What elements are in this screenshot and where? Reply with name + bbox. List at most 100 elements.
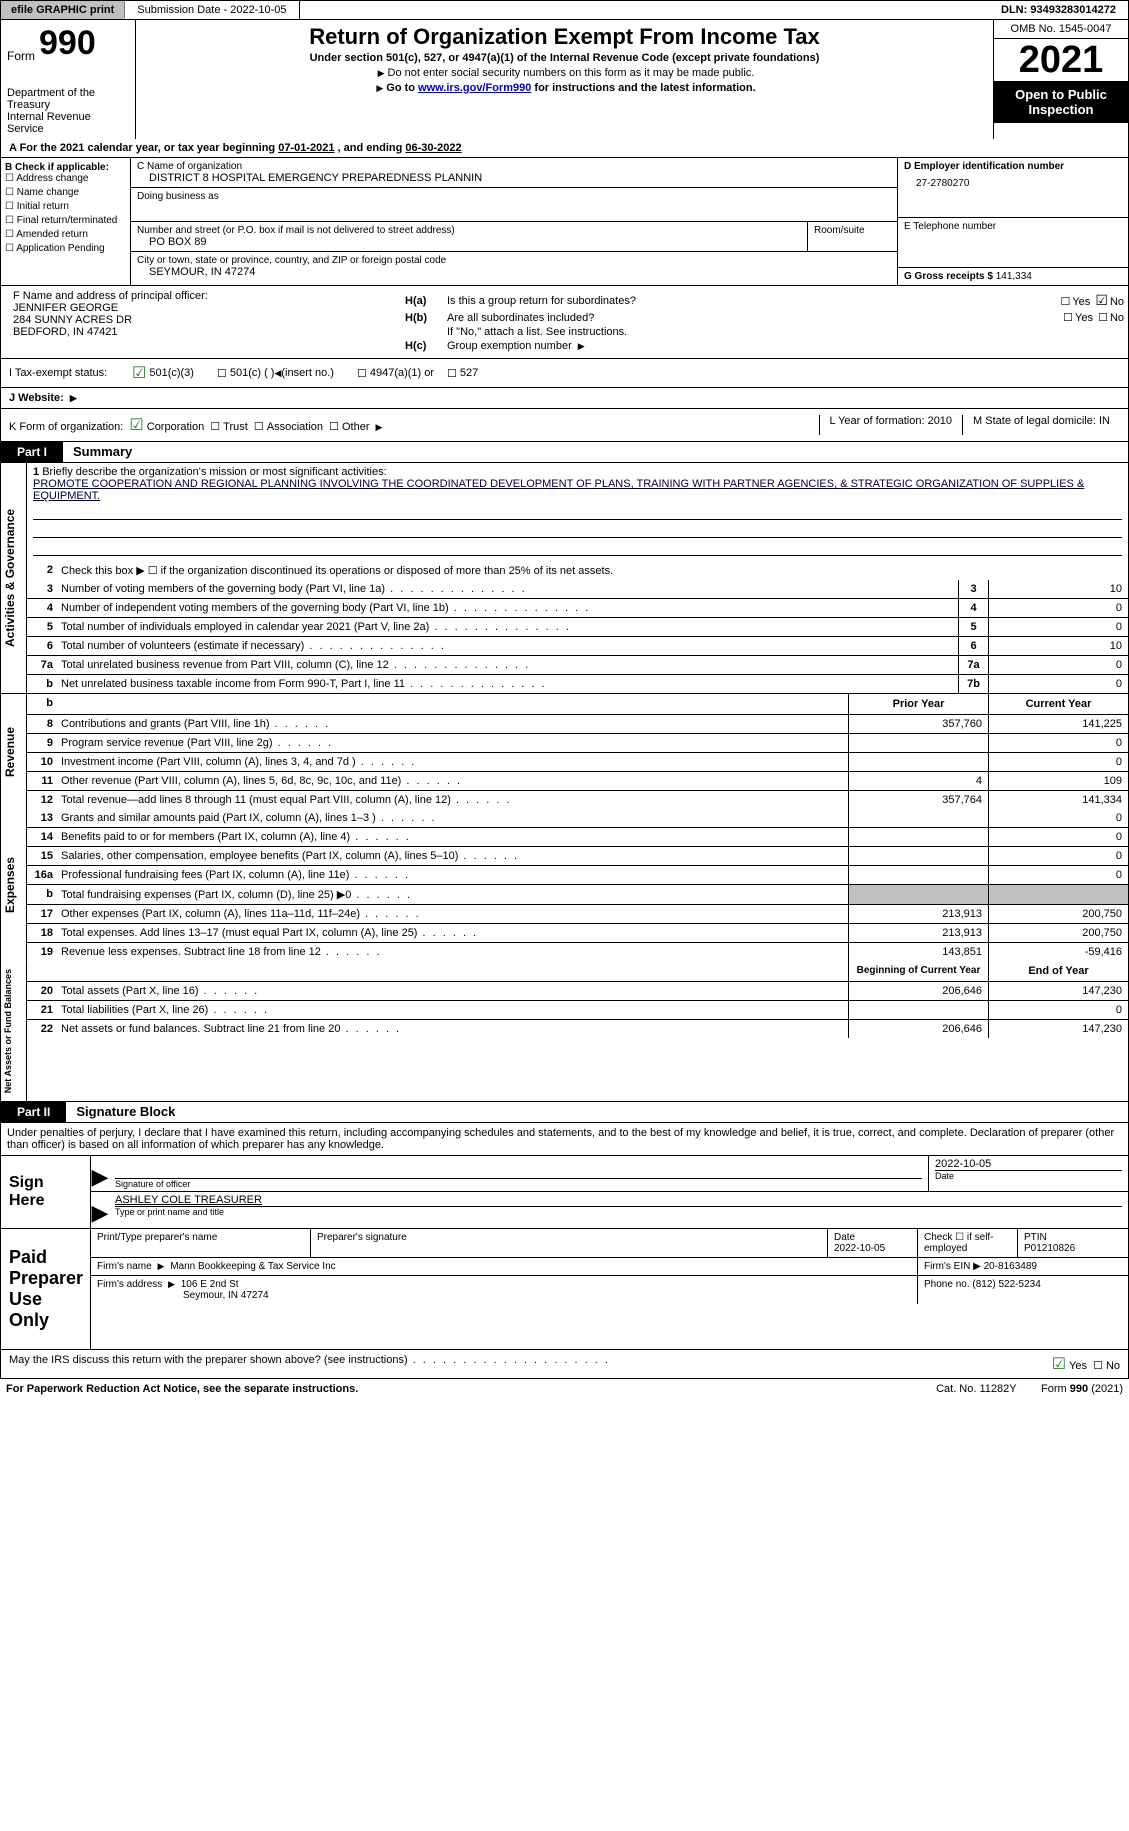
line-num: b: [27, 885, 57, 904]
line-desc: Program service revenue (Part VIII, line…: [57, 734, 848, 752]
cb-address[interactable]: Address change: [5, 173, 126, 184]
form-subtitle: Under section 501(c), 527, or 4947(a)(1)…: [140, 52, 989, 64]
discuss-no[interactable]: [1090, 1360, 1106, 1372]
l2-num: 2: [27, 561, 57, 580]
c-name-lbl: C Name of organization: [137, 161, 891, 172]
k-other[interactable]: [326, 421, 342, 433]
i-527[interactable]: [444, 367, 460, 380]
line-num: 16a: [27, 866, 57, 884]
line-num: 4: [27, 599, 57, 617]
cb-initial[interactable]: Initial return: [5, 201, 126, 212]
line-num: 11: [27, 772, 57, 790]
line-desc: Total revenue—add lines 8 through 11 (mu…: [57, 791, 848, 809]
line-cy: 0: [988, 734, 1128, 752]
cat-no: Cat. No. 11282Y: [936, 1383, 1017, 1395]
line-desc: Contributions and grants (Part VIII, lin…: [57, 715, 848, 733]
line-num: 7a: [27, 656, 57, 674]
m-state: M State of legal domicile: IN: [962, 415, 1120, 435]
line-box: 7b: [958, 675, 988, 693]
section-bcdeg: B Check if applicable: Address change Na…: [0, 158, 1129, 286]
irs-link[interactable]: www.irs.gov/Form990: [418, 82, 531, 94]
sig-arrow-icon: ▶: [91, 1192, 109, 1226]
hb-yes[interactable]: [1061, 312, 1075, 324]
l-year: L Year of formation: 2010: [819, 415, 963, 435]
i-4947[interactable]: [354, 367, 370, 380]
f-lbl: F Name and address of principal officer:: [13, 290, 397, 302]
officer-addr2: BEDFORD, IN 47421: [13, 326, 397, 338]
line-desc: Salaries, other compensation, employee b…: [57, 847, 848, 865]
line-py: 357,760: [848, 715, 988, 733]
ha-no[interactable]: [1093, 296, 1110, 308]
line-py: 213,913: [848, 905, 988, 923]
sig-name: ASHLEY COLE TREASURER: [115, 1194, 1122, 1206]
line-num: 14: [27, 828, 57, 846]
line-desc: Benefits paid to or for members (Part IX…: [57, 828, 848, 846]
tax-year: 2021: [994, 39, 1128, 81]
line-desc: Total number of volunteers (estimate if …: [57, 637, 958, 655]
cb-amended[interactable]: Amended return: [5, 229, 126, 240]
py-hdr: Prior Year: [848, 694, 988, 714]
line-cy: [988, 885, 1128, 904]
revenue-table: Revenue bPrior YearCurrent Year 8Contrib…: [0, 693, 1129, 809]
k-trust[interactable]: [207, 421, 223, 433]
addr: PO BOX 89: [137, 236, 801, 248]
line-py: 206,646: [848, 1020, 988, 1038]
line-cy: 200,750: [988, 924, 1128, 942]
netassets-table: Net Assets or Fund Balances Beginning of…: [0, 961, 1129, 1102]
line-desc: Total expenses. Add lines 13–17 (must eq…: [57, 924, 848, 942]
activities-tab: Activities & Governance: [1, 463, 27, 693]
addr-lbl: Number and street (or P.O. box if mail i…: [137, 225, 801, 236]
prep-name-lbl: Print/Type preparer's name: [91, 1229, 311, 1257]
line-num: b: [27, 675, 57, 693]
paid-preparer: Paid Preparer Use Only: [1, 1229, 91, 1349]
efile-print-button[interactable]: efile GRAPHIC print: [1, 1, 125, 19]
prep-self-emp[interactable]: Check ☐ if self-employed: [918, 1229, 1018, 1257]
ha-yes[interactable]: [1058, 296, 1072, 308]
cy-hdr: Current Year: [988, 694, 1128, 714]
e-lbl: E Telephone number: [904, 221, 1122, 232]
mission-text: PROMOTE COOPERATION AND REGIONAL PLANNIN…: [33, 478, 1122, 502]
d-lbl: D Employer identification number: [904, 161, 1064, 172]
irs-discuss-row: May the IRS discuss this return with the…: [0, 1350, 1129, 1379]
officer-name: JENNIFER GEORGE: [13, 302, 397, 314]
l1-lbl: Briefly describe the organization's miss…: [42, 466, 386, 478]
line-num: 6: [27, 637, 57, 655]
irs: Internal Revenue Service: [7, 111, 129, 135]
line-py: [848, 866, 988, 884]
line-cy: 141,225: [988, 715, 1128, 733]
line-desc: Revenue less expenses. Subtract line 18 …: [57, 943, 848, 961]
row-k: K Form of organization: Corporation Trus…: [0, 409, 1129, 442]
line-cy: 141,334: [988, 791, 1128, 809]
sign-here-block: Sign Here ▶ Signature of officer 2022-10…: [0, 1155, 1129, 1229]
hb-txt: Are all subordinates included?: [447, 312, 1061, 324]
line-py: [848, 828, 988, 846]
discuss-yes[interactable]: [1049, 1360, 1069, 1372]
line-cy: 0: [988, 847, 1128, 865]
line-desc: Investment income (Part VIII, column (A)…: [57, 753, 848, 771]
hb-no[interactable]: [1096, 312, 1110, 324]
k-assoc[interactable]: [251, 421, 267, 433]
line-num: 22: [27, 1020, 57, 1038]
room-lbl: Room/suite: [807, 222, 897, 252]
k-corp[interactable]: [126, 421, 146, 433]
discuss-q: May the IRS discuss this return with the…: [9, 1354, 610, 1374]
form-title: Return of Organization Exempt From Incom…: [140, 24, 989, 50]
ha-txt: Is this a group return for subordinates?: [447, 295, 1058, 307]
form-number: 990: [39, 24, 96, 63]
line-num: 8: [27, 715, 57, 733]
cb-final[interactable]: Final return/terminated: [5, 215, 126, 226]
prep-sig-lbl: Preparer's signature: [311, 1229, 828, 1257]
row-j: J Website:: [0, 388, 1129, 409]
cb-pending[interactable]: Application Pending: [5, 243, 126, 254]
i-501c[interactable]: [214, 367, 230, 380]
firm-ein: Firm's EIN ▶ 20-8163489: [918, 1258, 1128, 1275]
firm-addr2: Seymour, IN 47274: [97, 1290, 269, 1301]
i-501c3[interactable]: [129, 363, 149, 383]
ptin: P01210826: [1024, 1243, 1075, 1254]
line-cy: 0: [988, 866, 1128, 884]
line-box: 3: [958, 580, 988, 598]
cb-name[interactable]: Name change: [5, 187, 126, 198]
line-val: 0: [988, 675, 1128, 693]
line-cy: 109: [988, 772, 1128, 790]
hb-note: If "No," attach a list. See instructions…: [447, 326, 1124, 338]
